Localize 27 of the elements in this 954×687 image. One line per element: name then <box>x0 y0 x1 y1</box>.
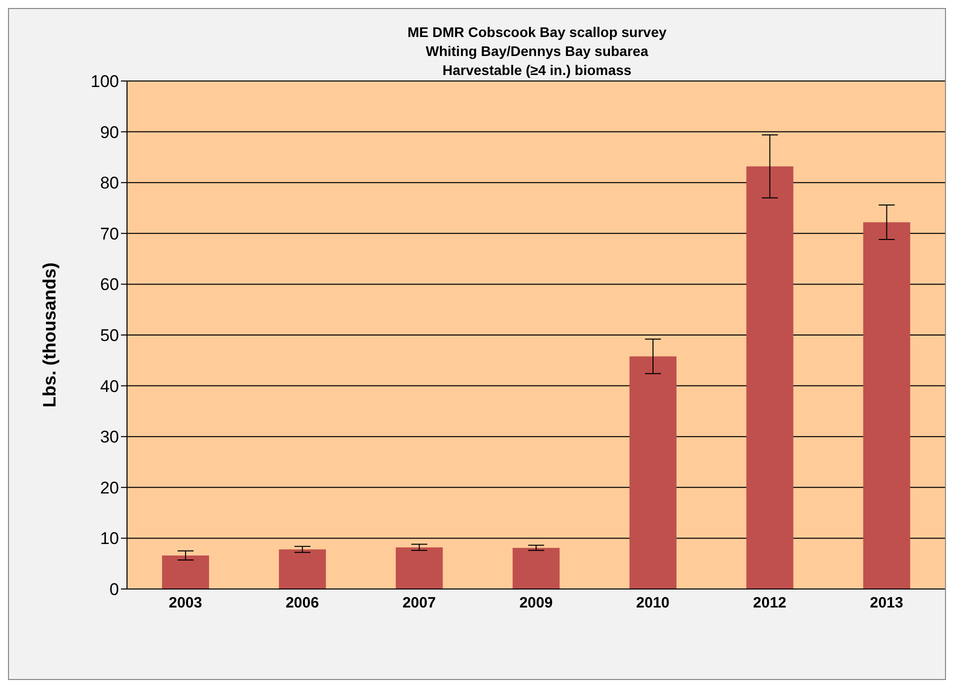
y-tick-label: 50 <box>100 326 119 346</box>
y-tick-label: 30 <box>100 428 119 447</box>
x-tick-label: 2003 <box>168 594 202 612</box>
x-tick-label: 2010 <box>636 594 670 612</box>
y-tick-label: 70 <box>100 224 119 244</box>
x-tick-label: 2006 <box>286 594 319 612</box>
x-tick-label: 2012 <box>753 594 786 612</box>
bar <box>396 547 443 589</box>
y-tick-label: 40 <box>100 376 119 396</box>
y-tick-label: 10 <box>100 529 119 548</box>
bar <box>162 555 210 589</box>
y-tick-label: 0 <box>110 580 119 600</box>
bar <box>512 548 560 589</box>
y-tick-label: 100 <box>90 72 119 92</box>
bar <box>863 222 910 589</box>
bar <box>629 356 676 589</box>
bar <box>746 166 794 589</box>
y-tick-label: 90 <box>100 122 119 142</box>
y-axis-title: Lbs. (thousands) <box>39 262 60 408</box>
x-tick-label: 2009 <box>519 594 553 612</box>
x-tick-label: 2007 <box>402 594 436 612</box>
y-tick-label: 60 <box>100 275 119 294</box>
bar <box>278 549 326 589</box>
chart-title: ME DMR Cobscook Bay scallop survey Whiting Bay/Dennys Bay subarea Harvestable (≥4 in.) biomass <box>406 23 668 80</box>
x-tick-label: 2013 <box>870 594 904 612</box>
y-tick-label: 20 <box>100 478 119 498</box>
y-tick-label: 80 <box>100 174 119 193</box>
